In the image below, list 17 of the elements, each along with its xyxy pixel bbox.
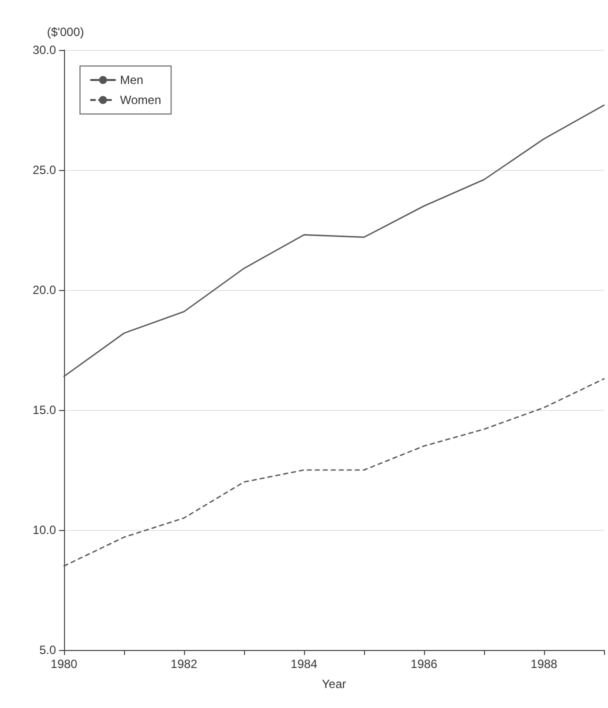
x-tick-label: 1982 bbox=[170, 657, 198, 671]
legend-label: Women bbox=[120, 93, 162, 107]
y-tick-label: 10.0 bbox=[32, 523, 56, 537]
y-tick-label: 20.0 bbox=[32, 283, 56, 297]
x-axis-title: Year bbox=[322, 677, 346, 691]
y-tick-label: 30.0 bbox=[32, 43, 56, 57]
y-axis-title: ($'000) bbox=[47, 25, 84, 39]
y-tick-label: 5.0 bbox=[39, 643, 56, 657]
x-tick-label: 1980 bbox=[50, 657, 78, 671]
y-tick-label: 25.0 bbox=[32, 163, 56, 177]
x-tick-label: 1984 bbox=[290, 657, 318, 671]
x-tick-label: 1986 bbox=[410, 657, 438, 671]
y-tick-label: 15.0 bbox=[32, 403, 56, 417]
x-tick-label: 1988 bbox=[530, 657, 558, 671]
legend-label: Men bbox=[120, 73, 144, 87]
line-series bbox=[63, 104, 605, 378]
line-series bbox=[63, 378, 605, 567]
